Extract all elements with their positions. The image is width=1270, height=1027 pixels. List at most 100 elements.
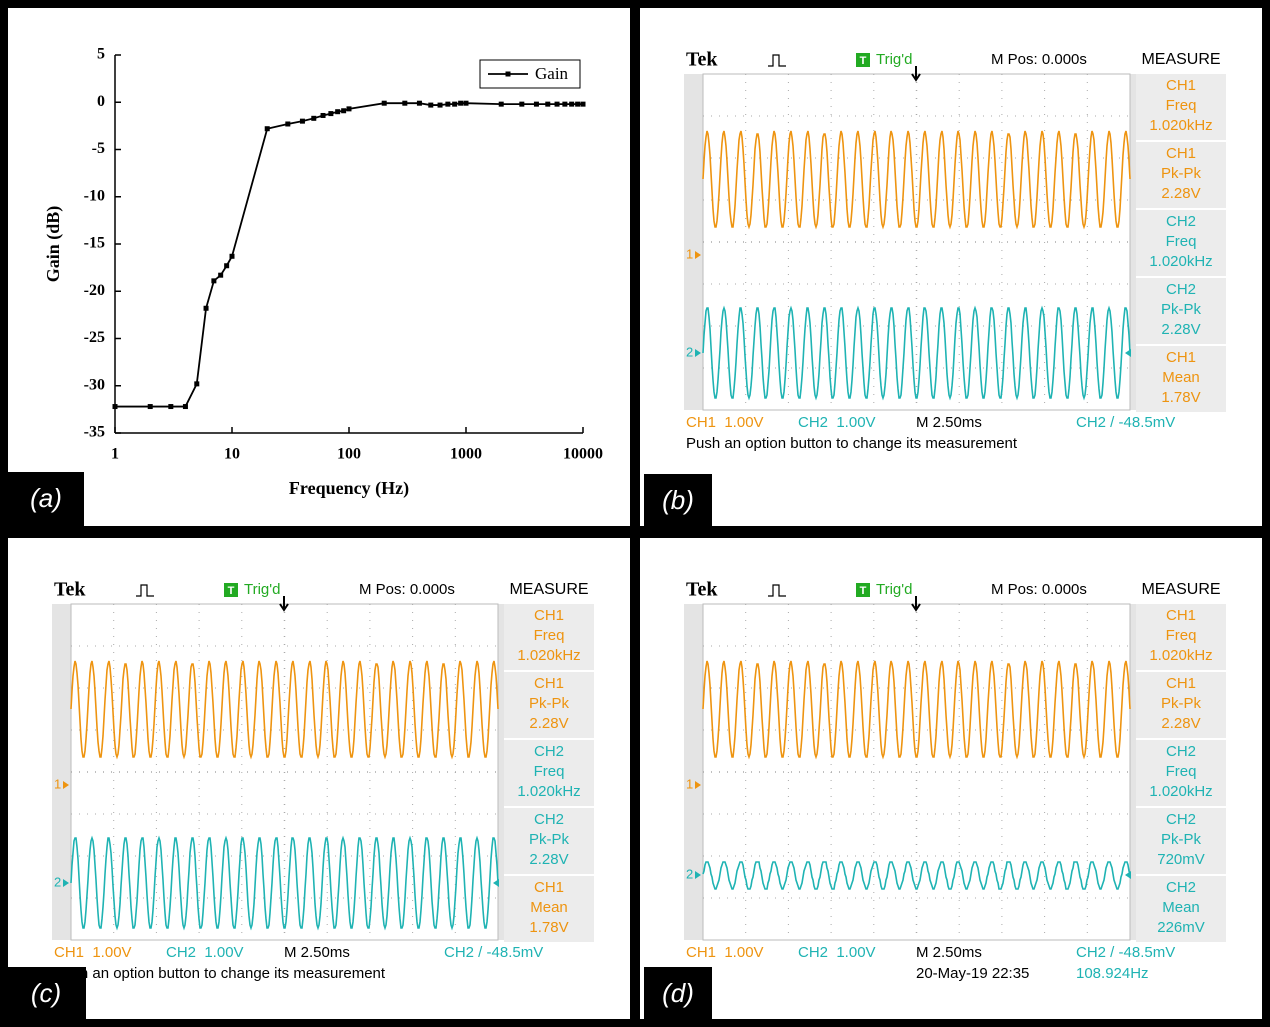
series-marker	[300, 119, 305, 124]
measure-name: Freq	[534, 763, 565, 780]
trigger-icon: T	[860, 585, 867, 597]
series-marker	[402, 101, 407, 106]
measure-channel: CH2	[1166, 213, 1196, 230]
series-marker	[545, 102, 550, 107]
series-marker	[438, 103, 443, 108]
series-marker	[224, 263, 229, 268]
y-axis-title: Gain (dB)	[43, 206, 64, 283]
series-marker	[230, 254, 235, 259]
series-marker	[265, 126, 270, 131]
measure-channel: CH1	[1166, 145, 1196, 162]
timebase: M 2.50ms	[916, 944, 982, 961]
series-marker	[499, 102, 504, 107]
series-marker	[148, 404, 153, 409]
x-tick-label: 100	[337, 446, 361, 463]
series-marker	[569, 102, 574, 107]
series-marker	[341, 108, 346, 113]
y-tick-label: -25	[84, 329, 105, 346]
y-tick-label: 5	[97, 46, 105, 63]
measure-name: Pk-Pk	[1161, 831, 1202, 848]
measure-channel: CH2	[1166, 281, 1196, 298]
figure: -35-30-25-20-15-10-505110100100010000Fre…	[0, 0, 1270, 1027]
trigger-icon: T	[860, 55, 867, 67]
channel-marker: 2	[686, 344, 693, 359]
series-marker	[183, 404, 188, 409]
brand: Tek	[686, 49, 718, 71]
measure-channel: CH1	[534, 675, 564, 692]
x-tick-label: 1000	[450, 446, 482, 463]
measure-channel: CH1	[1166, 607, 1196, 624]
measure-name: Pk-Pk	[529, 695, 570, 712]
series-marker	[113, 404, 118, 409]
measure-value: 1.020kHz	[1149, 783, 1212, 800]
y-tick-label: -10	[84, 187, 105, 204]
series-marker	[328, 111, 333, 116]
y-tick-label: -15	[84, 235, 105, 252]
x-axis-title: Frequency (Hz)	[289, 478, 409, 499]
measure-channel: CH1	[1166, 349, 1196, 366]
channel-marker: 2	[54, 874, 61, 889]
series-marker	[211, 278, 216, 283]
measure-channel: CH2	[1166, 879, 1196, 896]
measure-value: 2.28V	[1161, 715, 1200, 732]
measure-name: Freq	[1166, 627, 1197, 644]
series-marker	[555, 102, 560, 107]
series-marker	[562, 102, 567, 107]
y-tick-label: -30	[84, 376, 105, 393]
series-marker	[168, 404, 173, 409]
measure-value: 1.78V	[529, 919, 568, 936]
measure-value: 720mV	[1157, 851, 1205, 868]
measure-name: Freq	[534, 627, 565, 644]
measure-value: 1.020kHz	[517, 647, 580, 664]
series-marker	[458, 101, 463, 106]
measure-value: 1.020kHz	[1149, 117, 1212, 134]
series-marker	[534, 102, 539, 107]
series-marker	[321, 113, 326, 118]
series-marker	[218, 273, 223, 278]
channel-marker: 2	[686, 866, 693, 881]
series-marker	[311, 116, 316, 121]
channel-scale: CH1 1.00V	[54, 944, 132, 961]
measure-value: 1.78V	[1161, 389, 1200, 406]
x-tick-label: 10000	[563, 446, 603, 463]
y-tick-label: -20	[84, 282, 105, 299]
horizontal-position: M Pos: 0.000s	[991, 51, 1087, 68]
series-marker	[335, 109, 340, 114]
channel-marker: 1	[686, 246, 693, 261]
panel-label: (d)	[662, 978, 694, 1008]
series-marker	[452, 102, 457, 107]
trigger-setting: CH2 / -48.5mV	[444, 944, 543, 961]
measure-channel: CH2	[1166, 811, 1196, 828]
x-tick-label: 10	[224, 446, 240, 463]
measure-channel: CH1	[1166, 77, 1196, 94]
series-marker	[382, 101, 387, 106]
trigger-status: Trig'd	[244, 581, 280, 598]
series-marker	[347, 106, 352, 111]
measure-name: Mean	[1162, 369, 1200, 386]
brand: Tek	[686, 579, 718, 601]
menu-title: MEASURE	[1141, 51, 1220, 68]
series-marker	[575, 102, 580, 107]
menu-title: MEASURE	[1141, 581, 1220, 598]
panel-label: (a)	[30, 483, 62, 513]
panel-label: (c)	[31, 978, 61, 1008]
measure-value: 2.28V	[529, 851, 568, 868]
series-marker	[285, 121, 290, 126]
channel-scale: CH1 1.00V	[686, 944, 764, 961]
channel-marker: 1	[686, 776, 693, 791]
trigger-status: Trig'd	[876, 581, 912, 598]
status-message: Push an option button to change its meas…	[686, 435, 1018, 452]
timebase: M 2.50ms	[284, 944, 350, 961]
measure-channel: CH2	[534, 811, 564, 828]
date-time: 20-May-19 22:35	[916, 965, 1029, 982]
channel-scale: CH1 1.00V	[686, 414, 764, 431]
measure-name: Freq	[1166, 763, 1197, 780]
channel-scale: CH2 1.00V	[166, 944, 244, 961]
y-tick-label: 0	[97, 93, 105, 110]
measure-name: Freq	[1166, 97, 1197, 114]
measure-value: 2.28V	[1161, 321, 1200, 338]
measure-value: 2.28V	[529, 715, 568, 732]
measure-channel: CH1	[534, 879, 564, 896]
trigger-setting: CH2 / -48.5mV	[1076, 944, 1175, 961]
measure-name: Mean	[530, 899, 568, 916]
